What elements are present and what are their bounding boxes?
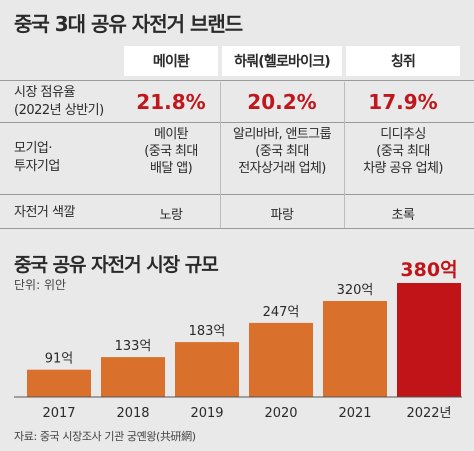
color-hellobike: 파랑	[270, 208, 294, 223]
parent-qingju: 디디추싱 (중국 최대 차량 공유 업체)	[346, 126, 460, 177]
column-divider	[344, 82, 345, 228]
infographic-title: 중국 3대 공유 자전거 브랜드	[14, 12, 243, 36]
table-divider	[0, 228, 474, 229]
parent-line: 메이퇀	[153, 127, 189, 142]
bar-value-label: 247억	[263, 305, 300, 320]
brand-header-qingju: 칭쥐	[346, 46, 460, 76]
x-tick-label: 2019	[190, 406, 223, 421]
x-tick-label: 2017	[42, 406, 75, 421]
parent-line: 차량 공유 업체)	[363, 161, 443, 176]
bar-value-label: 380억	[400, 259, 457, 281]
column-divider	[220, 82, 221, 228]
bar-value-label: 133억	[115, 339, 152, 354]
share-label-line2: (2022년 상반기)	[14, 103, 104, 118]
parent-line: (중국 최대	[144, 144, 198, 159]
table-divider	[0, 194, 474, 195]
bar-value-label: 91억	[45, 352, 74, 367]
chart-title: 중국 공유 자전거 시장 규모	[14, 254, 219, 276]
table-divider	[0, 80, 474, 81]
table-divider	[0, 122, 474, 123]
parent-line: 전자상거래 업체)	[238, 161, 326, 176]
brand-header-meituan: 메이퇀	[124, 46, 218, 76]
bar-2017	[27, 369, 91, 397]
bar-2022년	[397, 283, 461, 397]
parent-meituan: 메이퇀 (중국 최대 배달 앱)	[124, 126, 218, 177]
x-tick-label: 2022년	[406, 406, 451, 421]
parent-label-line2: 투자기업	[14, 159, 60, 174]
parent-label-line1: 모기업·	[14, 141, 53, 156]
brand-header-hellobike: 하뤄(헬로바이크)	[222, 46, 342, 76]
share-qingju: 17.9%	[368, 90, 438, 114]
source-note: 자료: 중국 시장조사 기관 궁옌왕(共研網)	[14, 430, 196, 443]
unit-label: 단위: 위안	[14, 278, 67, 292]
bar-2019	[175, 342, 239, 397]
parent-row-label: 모기업· 투자기업	[14, 140, 60, 176]
parent-line: 배달 앱)	[149, 161, 193, 176]
share-meituan: 21.8%	[136, 90, 206, 114]
color-qingju: 초록	[391, 208, 415, 223]
color-row-label: 자전거 색깔	[14, 205, 75, 220]
share-hellobike: 20.2%	[247, 90, 317, 114]
bar-value-label: 183억	[189, 324, 226, 339]
parent-line: 디디추싱	[380, 127, 426, 142]
bar-2018	[101, 357, 165, 397]
x-tick-label: 2021	[338, 406, 371, 421]
parent-line: (중국 최대	[255, 144, 309, 159]
parent-hellobike: 알리바바, 앤트그룹 (중국 최대 전자상거래 업체)	[222, 126, 342, 177]
x-tick-label: 2020	[264, 406, 297, 421]
share-row-label: 시장 점유율 (2022년 상반기)	[14, 84, 104, 120]
bar-value-label: 320억	[337, 283, 374, 298]
bar-2020	[249, 322, 313, 397]
share-label-line1: 시장 점유율	[14, 85, 75, 100]
parent-line: 알리바바, 앤트그룹	[233, 127, 332, 142]
x-tick-label: 2018	[116, 406, 149, 421]
bar-2021	[323, 301, 387, 397]
parent-line: (중국 최대	[376, 144, 430, 159]
color-meituan: 노랑	[159, 208, 183, 223]
